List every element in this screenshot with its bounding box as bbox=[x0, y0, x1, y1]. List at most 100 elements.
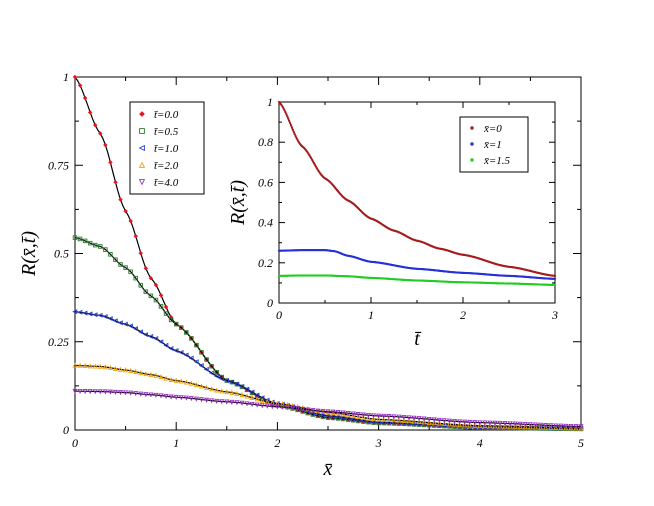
data-point bbox=[173, 377, 179, 383]
data-point bbox=[77, 83, 83, 88]
data-point bbox=[153, 392, 159, 398]
data-point bbox=[259, 397, 265, 403]
data-point bbox=[254, 402, 260, 408]
data-point bbox=[98, 244, 103, 249]
data-point bbox=[291, 128, 294, 131]
data-point bbox=[107, 364, 113, 371]
data-point bbox=[143, 332, 149, 338]
data-point bbox=[282, 107, 285, 110]
data-point bbox=[128, 367, 134, 373]
data-point bbox=[218, 376, 224, 382]
legend-item: x̄=1.5 bbox=[470, 155, 511, 167]
data-point bbox=[188, 355, 194, 361]
data-point bbox=[209, 386, 215, 392]
data-point bbox=[128, 390, 134, 396]
data-point bbox=[158, 339, 164, 345]
data-point bbox=[325, 409, 331, 415]
data-point bbox=[87, 389, 93, 395]
data-point bbox=[168, 376, 174, 382]
data-point bbox=[573, 424, 579, 430]
data-point bbox=[158, 293, 164, 298]
data-point bbox=[281, 105, 284, 109]
data-point bbox=[204, 357, 209, 362]
data-point bbox=[527, 422, 533, 428]
data-point bbox=[457, 419, 463, 425]
data-point bbox=[292, 130, 295, 134]
data-point bbox=[532, 422, 538, 428]
data-point bbox=[330, 413, 336, 419]
data-point bbox=[108, 160, 113, 165]
data-point bbox=[340, 411, 346, 417]
data-point bbox=[289, 124, 293, 127]
data-point bbox=[163, 311, 169, 316]
data-point bbox=[441, 418, 447, 424]
data-point bbox=[376, 413, 382, 419]
series-t̄=4.0 bbox=[72, 388, 584, 430]
x-tick-label: 2 bbox=[460, 308, 466, 322]
x-tick-label: 2 bbox=[274, 436, 280, 450]
data-point bbox=[313, 163, 316, 166]
data-point bbox=[148, 333, 154, 339]
data-point bbox=[293, 132, 296, 136]
y-tick-label: 1 bbox=[63, 70, 69, 84]
inset-chart: 0 1 2 3 0 0.2 0.4 0.6 0.8 1 t̄ R(x̄,t̄) x̄=0 x̄=1 x̄=1… bbox=[227, 95, 558, 350]
data-point bbox=[416, 418, 422, 425]
data-point bbox=[139, 111, 145, 117]
data-point bbox=[573, 425, 579, 431]
data-point bbox=[183, 379, 189, 385]
data-point bbox=[406, 415, 412, 421]
data-point bbox=[153, 297, 159, 303]
data-point bbox=[92, 242, 98, 248]
data-point bbox=[153, 336, 159, 342]
data-point bbox=[553, 424, 559, 430]
data-point bbox=[553, 277, 557, 280]
data-point bbox=[123, 265, 128, 270]
data-point bbox=[138, 370, 144, 376]
data-point bbox=[137, 329, 144, 335]
y-tick-label: 0.25 bbox=[48, 335, 69, 349]
data-point bbox=[355, 413, 361, 420]
data-point bbox=[391, 414, 397, 420]
legend-item: x̄=1 bbox=[470, 139, 502, 151]
data-point bbox=[376, 416, 382, 422]
data-point bbox=[103, 247, 108, 252]
data-point bbox=[107, 316, 113, 322]
data-point bbox=[133, 368, 139, 374]
data-point bbox=[118, 390, 124, 396]
y-tick-label: 0.6 bbox=[258, 175, 273, 189]
data-point bbox=[381, 413, 387, 419]
data-point bbox=[578, 424, 584, 430]
data-point bbox=[198, 383, 205, 389]
data-point bbox=[421, 416, 427, 422]
data-point bbox=[168, 394, 174, 400]
data-point bbox=[133, 233, 138, 239]
x-axis-label: x̄ bbox=[323, 458, 333, 480]
data-point bbox=[436, 420, 442, 426]
data-point bbox=[558, 425, 564, 431]
data-point bbox=[497, 423, 503, 429]
x-tick-label: 1 bbox=[173, 436, 179, 450]
data-point bbox=[381, 416, 387, 422]
legend-item: t̄=0.5 bbox=[139, 126, 179, 138]
data-point bbox=[487, 420, 493, 426]
data-point bbox=[345, 410, 351, 417]
data-point bbox=[82, 389, 88, 395]
data-point bbox=[470, 142, 474, 146]
data-point bbox=[482, 423, 488, 429]
data-point bbox=[287, 117, 290, 120]
data-point bbox=[345, 415, 351, 421]
legend-frame bbox=[129, 101, 205, 195]
data-point bbox=[118, 197, 123, 202]
data-point bbox=[139, 128, 145, 134]
data-point bbox=[492, 423, 498, 429]
data-point bbox=[72, 309, 78, 315]
data-point bbox=[462, 419, 468, 425]
data-point bbox=[224, 389, 230, 395]
data-point bbox=[173, 394, 179, 400]
data-point bbox=[472, 422, 478, 428]
series-x̄=1 bbox=[277, 249, 557, 280]
data-point bbox=[98, 131, 103, 136]
data-point bbox=[254, 396, 260, 402]
data-point bbox=[77, 362, 83, 368]
data-point bbox=[431, 420, 437, 426]
